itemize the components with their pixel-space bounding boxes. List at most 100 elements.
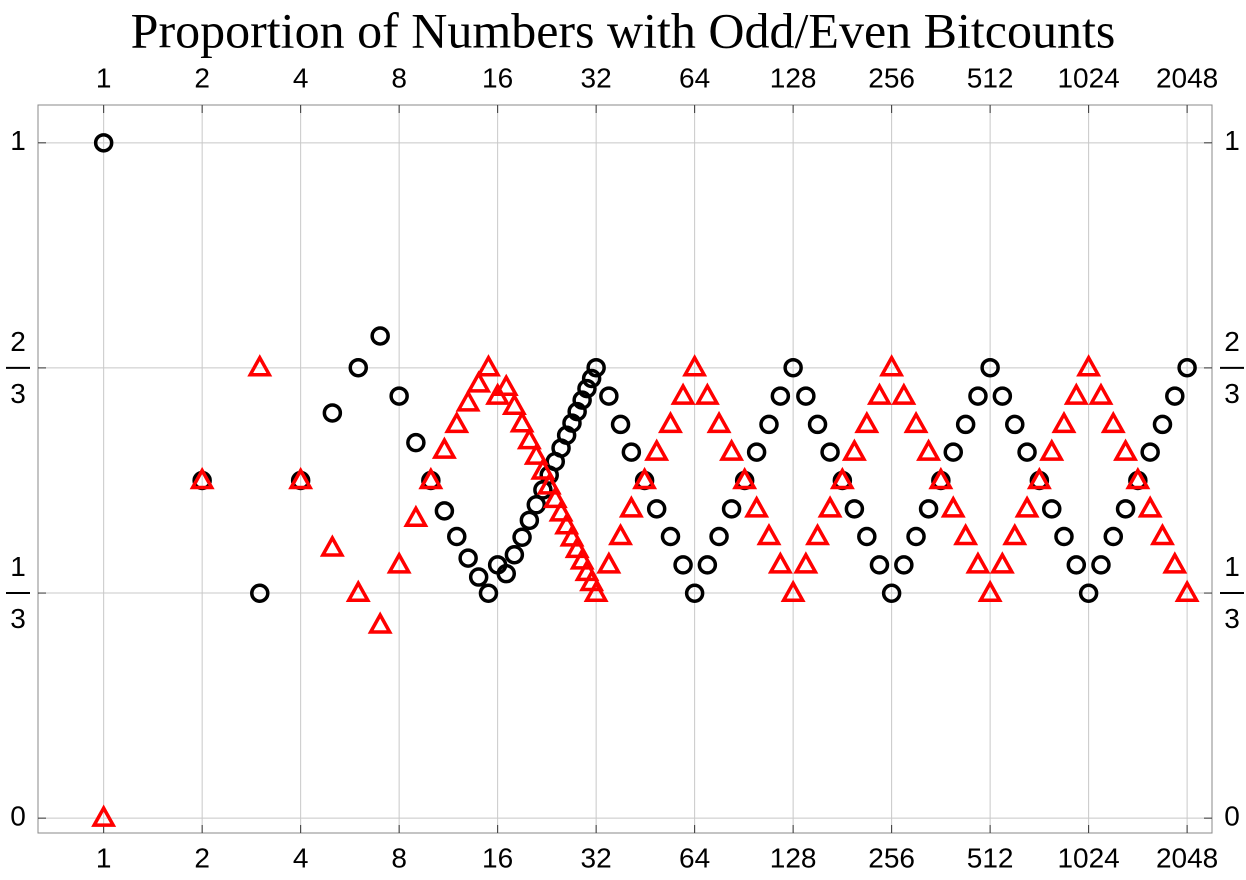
y-tick-label: 0 <box>10 801 26 832</box>
circle-marker <box>93 133 114 153</box>
x-tick-label: 128 <box>770 842 817 873</box>
circle-marker <box>894 555 914 575</box>
x-tick-label-top: 8 <box>391 62 407 93</box>
circle-marker <box>770 386 791 406</box>
chart-title: Proportion of Numbers with Odd/Even Bitc… <box>131 2 1116 58</box>
circle-marker <box>458 548 478 568</box>
triangle-marker <box>1137 495 1163 518</box>
triangle-marker <box>903 410 929 434</box>
triangle-marker <box>719 438 745 461</box>
circle-marker <box>955 414 976 435</box>
triangle-marker <box>841 438 867 461</box>
triangle-marker <box>1113 438 1139 461</box>
circle-marker <box>519 510 540 531</box>
circle-marker <box>1042 499 1062 519</box>
circle-marker <box>1152 414 1173 435</box>
triangle-marker <box>658 410 683 434</box>
triangle-marker <box>247 354 273 377</box>
circle-marker <box>820 442 840 462</box>
triangle-marker <box>475 354 501 377</box>
x-tick-label: 2 <box>194 842 210 873</box>
circle-marker <box>918 499 939 519</box>
circle-marker <box>447 526 467 547</box>
circle-marker <box>322 403 343 423</box>
x-tick-label-top: 2048 <box>1156 62 1218 93</box>
circle-marker <box>610 414 631 435</box>
triangle-marker <box>632 466 658 490</box>
x-tick-label: 256 <box>868 842 915 873</box>
x-tick-label: 8 <box>391 842 407 873</box>
circle-marker <box>992 386 1013 406</box>
circle-marker <box>599 386 619 406</box>
circle-marker <box>370 326 390 346</box>
circle-marker <box>512 527 532 547</box>
triangle-marker <box>644 438 670 461</box>
circle-marker <box>980 357 1000 378</box>
y-tick-label-right: 1 <box>1224 125 1240 156</box>
circle-marker <box>943 442 964 462</box>
triangle-marker <box>817 495 843 518</box>
circle-marker <box>660 526 681 547</box>
triangle-marker <box>418 466 444 490</box>
circle-marker <box>1103 526 1124 547</box>
triangle-marker <box>189 466 215 490</box>
triangle-marker <box>1039 438 1065 461</box>
triangle-marker <box>682 354 708 377</box>
circle-marker <box>796 386 816 406</box>
triangle-marker <box>466 370 492 393</box>
circle-marker <box>621 442 642 462</box>
x-tick-label-top: 1024 <box>1057 62 1119 93</box>
x-tick-label: 64 <box>679 842 710 873</box>
circle-marker <box>567 401 587 422</box>
circle-marker <box>646 499 667 519</box>
triangle-marker <box>805 522 831 546</box>
circle-marker <box>1078 583 1099 604</box>
triangle-marker <box>793 551 819 574</box>
triangle-marker <box>319 534 345 557</box>
triangle-marker <box>1014 495 1040 518</box>
triangle-marker <box>780 579 806 603</box>
triangle-marker <box>367 611 393 634</box>
triangle-marker <box>345 579 371 603</box>
triangle-marker <box>530 457 556 480</box>
triangle-marker <box>1063 382 1089 405</box>
circle-marker <box>906 526 926 547</box>
circle-marker <box>1115 499 1136 519</box>
triangle-marker <box>431 436 457 459</box>
circle-marker <box>348 357 369 378</box>
triangle-marker <box>501 392 527 415</box>
triangle-marker <box>516 427 542 450</box>
x-tick-label-top: 128 <box>770 62 817 93</box>
circle-marker <box>697 555 718 575</box>
triangle-marker <box>509 410 535 433</box>
triangle-marker <box>1051 410 1077 434</box>
circle-marker <box>1017 442 1037 462</box>
circle-marker <box>746 442 767 462</box>
x-tick-label: 2048 <box>1156 842 1218 873</box>
triangle-marker <box>1088 382 1114 405</box>
circle-marker <box>1177 357 1197 378</box>
circle-marker <box>857 526 877 547</box>
circle-marker <box>709 526 729 547</box>
circle-marker <box>389 386 409 406</box>
circle-marker <box>844 499 865 519</box>
circle-marker <box>496 563 517 584</box>
circle-marker <box>406 432 426 453</box>
x-tick-label: 16 <box>482 842 513 873</box>
triangle-marker <box>965 551 991 574</box>
circle-marker <box>577 378 597 399</box>
circle-marker <box>807 414 828 435</box>
triangle-marker <box>1002 522 1028 546</box>
circle-marker <box>468 567 489 587</box>
triangle-marker <box>403 504 429 528</box>
triangle-marker <box>386 551 412 574</box>
x-tick-label: 1024 <box>1057 842 1119 873</box>
triangle-marker <box>744 495 770 518</box>
triangle-marker <box>829 466 855 490</box>
triangle-marker <box>1174 579 1200 603</box>
y-tick-label-right: 0 <box>1224 801 1240 832</box>
